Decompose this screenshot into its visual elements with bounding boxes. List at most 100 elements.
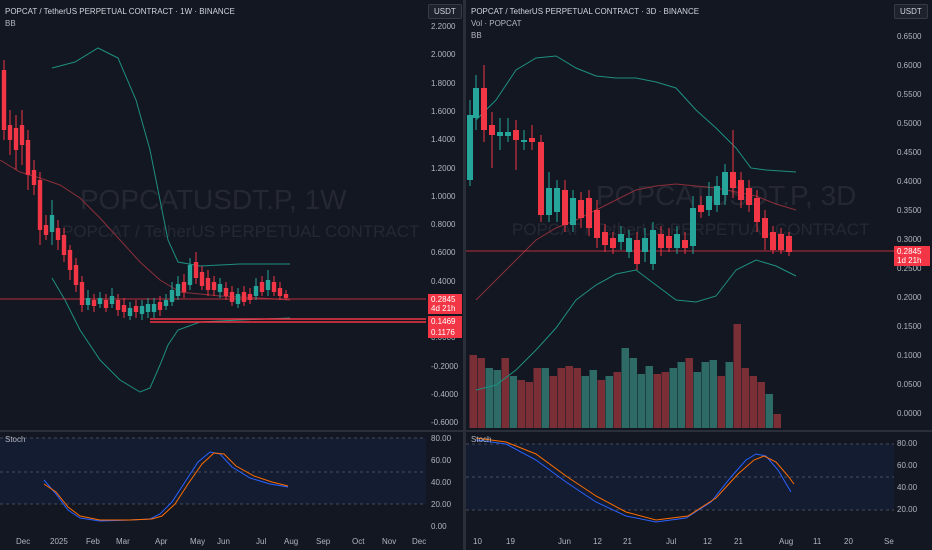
candle-body (666, 236, 672, 248)
volume-bar (565, 366, 573, 428)
right-time-axis[interactable]: 10 19 Jun 12 21 Jul 12 21 Aug 11 20 Se (466, 534, 932, 550)
volume-bar (709, 360, 717, 428)
volume-bar (717, 376, 725, 428)
left-watermark-sub: POPCAT / TetherUS PERPETUAL CONTRACT (62, 222, 420, 241)
candle-body (658, 234, 664, 248)
volume-bar (725, 362, 733, 428)
axis-tick-label: 0.6500 (897, 32, 922, 41)
right-stoch-axis[interactable]: 80.00 60.00 40.00 20.00 (894, 432, 932, 532)
volume-bar (693, 372, 701, 428)
candle-body (505, 132, 511, 136)
left-pane-separator[interactable] (0, 430, 463, 432)
candle-body (121, 305, 127, 312)
candle-body (770, 232, 776, 250)
candle-body (247, 294, 253, 300)
left-unit-button[interactable]: USDT (428, 4, 462, 19)
candle-body (175, 284, 181, 296)
volume-bar (757, 382, 765, 428)
candle-body (151, 304, 157, 312)
right-pane-separator[interactable] (466, 430, 932, 432)
volume-bar (637, 374, 645, 428)
candle-body (481, 88, 487, 130)
left-chart-title: POPCAT / TetherUS PERPETUAL CONTRACT · 1… (5, 7, 235, 16)
right-price-axis[interactable]: 0.6500 0.6000 0.5500 0.5000 0.4500 0.4000 0.35… (894, 0, 932, 428)
axis-tick-label: 40.00 (431, 478, 452, 487)
left-stoch-plot (0, 437, 426, 522)
candle-body (746, 188, 752, 205)
time-tick-label: Mar (116, 537, 130, 546)
candle-body (13, 128, 19, 150)
candle-body (133, 306, 139, 312)
right-chart-panel[interactable]: POPCATUSDT.P, 3D POPCAT / TetherUS PERPE… (466, 0, 894, 428)
candle-body (722, 172, 728, 195)
candle-body (73, 265, 79, 285)
candle-body (497, 132, 503, 136)
axis-tick-label: 0.1500 (897, 322, 922, 331)
candle-body (570, 198, 576, 225)
time-tick-label: Feb (86, 537, 100, 546)
candle-body (79, 282, 85, 305)
candle-body (43, 225, 49, 235)
axis-tick-label: 0.6000 (431, 248, 456, 258)
candle-body (127, 308, 133, 316)
right-unit-button[interactable]: USDT (894, 4, 928, 19)
volume-bar (621, 348, 629, 428)
volume-bar (501, 358, 509, 428)
time-tick-label: Jul (666, 537, 677, 546)
stoch-k-line (43, 451, 289, 522)
time-tick-label: Dec (16, 537, 31, 546)
candle-body (554, 188, 560, 212)
candle-body (626, 238, 632, 252)
axis-tick-label: 20.00 (431, 500, 452, 509)
volume-bar (773, 414, 781, 428)
time-tick-label: 21 (734, 537, 743, 546)
axis-tick-label: 0.4000 (431, 276, 456, 286)
right-stoch-panel[interactable]: Stoch (466, 432, 894, 532)
candle-body (618, 234, 624, 242)
time-tick-label: Sep (316, 537, 331, 546)
candle-body (103, 300, 109, 308)
time-tick-label: Oct (352, 537, 365, 546)
bb-upper-band (51, 47, 290, 267)
axis-tick-label: 0.00 (431, 522, 447, 531)
bb-upper-band (475, 55, 797, 173)
time-tick-label: Aug (779, 537, 794, 546)
candle-body (271, 282, 277, 292)
candle-body (634, 240, 640, 264)
axis-tick-label: 0.6000 (897, 61, 922, 70)
time-tick-label: Apr (155, 537, 168, 546)
candle-body (521, 140, 527, 142)
candle-body (163, 300, 169, 306)
right-chart-title: POPCAT / TetherUS PERPETUAL CONTRACT · 3… (471, 7, 700, 16)
candle-body (277, 288, 283, 296)
axis-tick-label: 60.00 (431, 456, 452, 465)
left-chart-panel[interactable]: POPCATUSDT.P, 1W POPCAT / TetherUS PERPE… (0, 0, 463, 428)
right-indicator-label[interactable]: BB (471, 31, 482, 40)
chart-layout-separator[interactable] (463, 0, 466, 550)
left-price-axis[interactable]: 2.2000 2.0000 1.8000 1.6000 1.4000 1.2000 1.00… (428, 0, 464, 428)
right-volume-label[interactable]: Vol · POPCAT (471, 19, 522, 28)
candle-body (241, 292, 247, 302)
stoch-d-line (43, 452, 289, 521)
axis-tick-label: 0.3000 (897, 235, 922, 244)
candle-body (109, 296, 115, 304)
candle-body (706, 196, 712, 210)
left-stoch-axis[interactable]: 80.00 60.00 40.00 20.00 0.00 (428, 432, 464, 532)
volume-bar (613, 372, 621, 428)
left-time-axis[interactable]: Dec 2025 Feb Mar Apr May Jun Jul Aug Sep Oct Nov Dec (0, 534, 463, 550)
left-stoch-panel[interactable]: Stoch (0, 432, 426, 532)
time-tick-label: 10 (473, 537, 482, 546)
candle-body (265, 280, 271, 290)
volume-bar (733, 324, 741, 428)
time-tick-label: Nov (382, 537, 397, 546)
candle-body (145, 304, 151, 312)
axis-tick-label: 1.0000 (431, 191, 456, 201)
left-stoch-label: Stoch (5, 435, 26, 444)
left-indicator-label[interactable]: BB (5, 19, 16, 28)
axis-tick-label: 0.1000 (897, 351, 922, 360)
candle-body (610, 238, 616, 248)
volume-bar (573, 368, 581, 428)
volume-bar (549, 376, 557, 428)
volume-bar (477, 358, 485, 428)
candle-body (674, 234, 680, 248)
